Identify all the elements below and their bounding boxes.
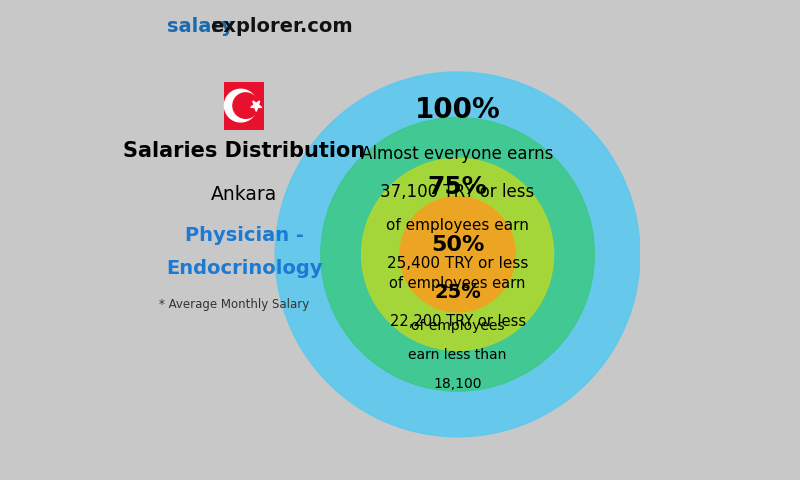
Text: 18,100: 18,100 xyxy=(434,377,482,391)
Text: 22,200 TRY or less: 22,200 TRY or less xyxy=(390,314,526,329)
Text: Almost everyone earns: Almost everyone earns xyxy=(362,144,554,163)
Text: Ankara: Ankara xyxy=(211,185,277,204)
FancyBboxPatch shape xyxy=(224,82,264,130)
Circle shape xyxy=(233,93,258,119)
Text: 25,400 TRY or less: 25,400 TRY or less xyxy=(387,256,528,272)
Text: 75%: 75% xyxy=(428,175,487,199)
Text: of employees: of employees xyxy=(411,319,504,334)
Text: 50%: 50% xyxy=(431,235,484,255)
Polygon shape xyxy=(250,101,262,111)
Text: 25%: 25% xyxy=(434,283,481,302)
Circle shape xyxy=(225,89,257,122)
Text: 100%: 100% xyxy=(414,96,501,124)
Text: * Average Monthly Salary: * Average Monthly Salary xyxy=(159,298,310,312)
Circle shape xyxy=(275,72,640,437)
Text: Physician -: Physician - xyxy=(185,226,303,245)
Text: of employees earn: of employees earn xyxy=(386,218,529,233)
Text: explorer.com: explorer.com xyxy=(210,17,353,36)
Circle shape xyxy=(321,118,594,391)
Text: of employees earn: of employees earn xyxy=(390,276,526,291)
Text: Endocrinology: Endocrinology xyxy=(166,259,322,278)
Text: Salaries Distribution: Salaries Distribution xyxy=(123,141,365,161)
Circle shape xyxy=(362,158,554,350)
Circle shape xyxy=(400,197,515,312)
Text: earn less than: earn less than xyxy=(409,348,506,362)
Text: salary: salary xyxy=(167,17,234,36)
Text: 37,100 TRY or less: 37,100 TRY or less xyxy=(381,183,534,201)
